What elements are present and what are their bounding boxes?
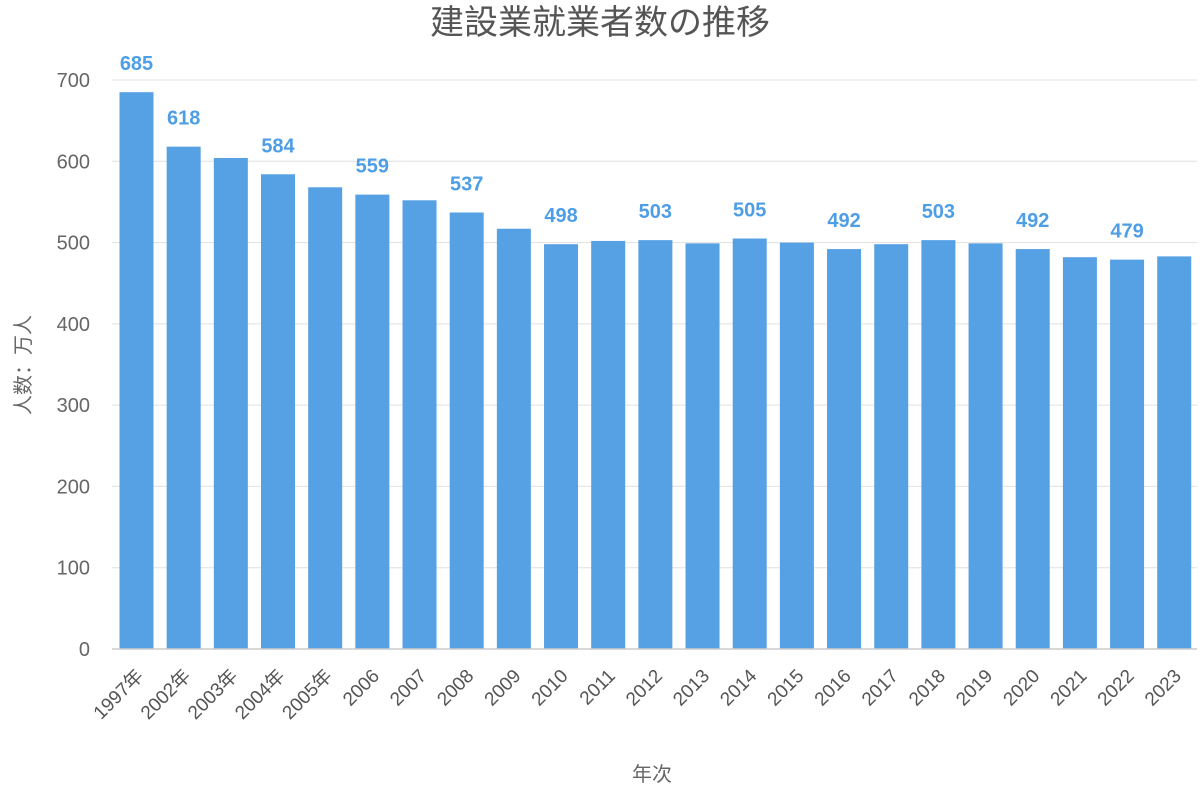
bar	[968, 243, 1003, 649]
bar	[119, 92, 154, 649]
bar	[1062, 257, 1097, 649]
x-tick-label: 2012	[622, 666, 667, 711]
x-tick-label: 2016	[811, 666, 856, 711]
data-label: 537	[450, 174, 483, 196]
y-tick-label: 300	[57, 395, 90, 417]
bar	[355, 194, 390, 650]
y-tick-label: 600	[57, 151, 90, 173]
x-tick-label: 2013	[669, 666, 714, 711]
x-tick-label: 2019	[952, 666, 997, 711]
bar	[827, 249, 862, 649]
bar	[261, 174, 296, 650]
bar	[1110, 259, 1145, 649]
x-tick-label: 2023	[1141, 666, 1186, 711]
bar	[308, 187, 343, 650]
bar	[732, 238, 767, 649]
x-tick-label: 2007	[386, 666, 431, 711]
x-tick-label: 2018	[905, 666, 950, 711]
bar	[449, 212, 484, 649]
x-tick-label: 2017	[858, 666, 903, 711]
data-label: 498	[544, 205, 577, 227]
data-label: 559	[356, 156, 389, 178]
x-tick-label: 2022	[1094, 666, 1139, 711]
data-label: 618	[167, 108, 200, 130]
x-tick-label: 1997年	[89, 665, 148, 724]
bar	[779, 242, 814, 649]
x-tick-label: 2020	[1000, 666, 1045, 711]
bar	[1157, 256, 1192, 649]
x-tick-label: 2009	[481, 666, 526, 711]
data-labels: 685 618 584 559 537 498 503 505 492 503 492 479	[120, 53, 1144, 242]
y-tick-label: 500	[57, 233, 90, 255]
bars	[119, 92, 1192, 650]
data-label: 584	[261, 135, 295, 157]
x-tick-label: 2014	[716, 665, 761, 710]
y-tick-label: 100	[57, 558, 90, 580]
y-tick-label: 200	[57, 476, 90, 498]
x-axis-title: 年次	[632, 762, 672, 786]
y-axis-title: 人数：万人	[11, 315, 35, 415]
bar	[213, 158, 248, 649]
y-axis-ticks: 0 100 200 300 400 500 600 700	[57, 70, 90, 661]
x-tick-label: 2015	[764, 666, 809, 711]
bar	[874, 244, 909, 649]
chart-title: 建設業就業者数の推移	[430, 3, 770, 43]
x-tick-label: 2005年	[278, 665, 337, 724]
data-label: 492	[827, 210, 860, 232]
data-label: 503	[922, 201, 955, 223]
bar	[638, 240, 673, 649]
data-label: 503	[639, 201, 672, 223]
y-tick-label: 700	[57, 70, 90, 92]
bar	[685, 243, 720, 649]
bar	[921, 240, 956, 649]
bar	[591, 240, 626, 649]
x-tick-label: 2004年	[231, 665, 290, 724]
data-label: 505	[733, 200, 766, 222]
x-tick-label: 2008	[433, 666, 478, 711]
x-tick-label: 2003年	[183, 665, 242, 724]
bar	[496, 228, 531, 649]
y-tick-label: 0	[79, 639, 90, 661]
bar	[544, 244, 579, 649]
x-tick-label: 2006	[339, 666, 384, 711]
bar	[166, 146, 201, 649]
x-tick-label: 2021	[1047, 666, 1092, 711]
data-label: 492	[1016, 210, 1049, 232]
data-label: 479	[1110, 221, 1143, 243]
bar	[402, 200, 437, 650]
data-label: 685	[120, 53, 153, 75]
x-tick-label: 2010	[528, 666, 573, 711]
bar	[1015, 249, 1050, 649]
x-tick-label: 2002年	[136, 665, 195, 724]
x-tick-label: 2011	[576, 666, 620, 710]
y-tick-label: 400	[57, 314, 90, 336]
